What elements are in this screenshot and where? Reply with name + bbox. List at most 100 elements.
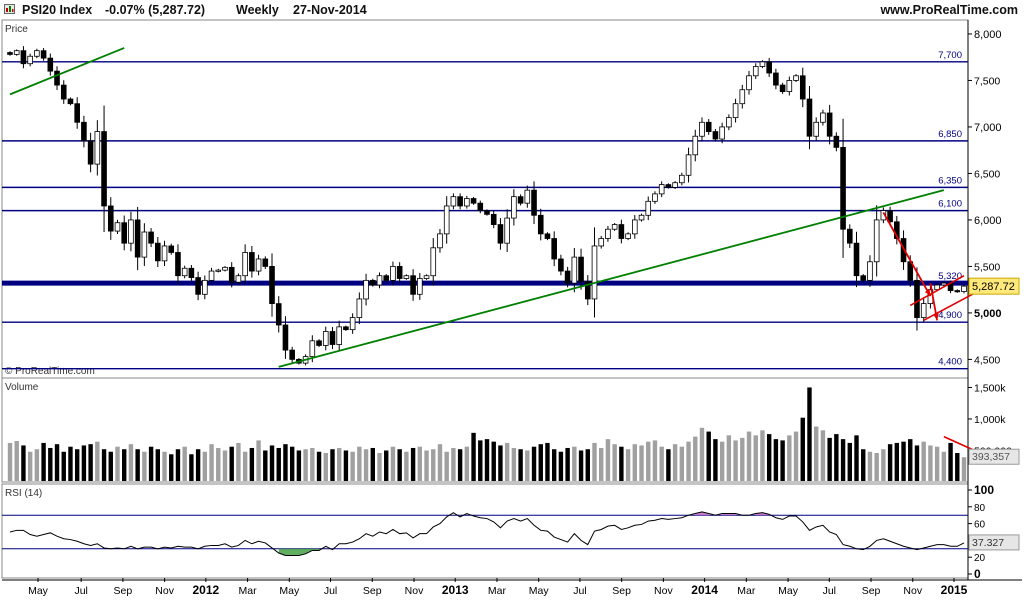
volume-bar: [249, 447, 255, 481]
candle: [699, 121, 705, 137]
candle: [34, 50, 40, 57]
x-tick-label: Nov: [903, 585, 922, 597]
volume-bar: [21, 445, 26, 481]
volume-bar: [666, 449, 671, 481]
volume-bar: [948, 442, 953, 481]
volume-bar: [753, 435, 758, 481]
volume-bar: [464, 446, 470, 481]
volume-bar: [572, 446, 577, 481]
candle: [826, 112, 833, 137]
candle: [175, 252, 181, 277]
volume-bar: [316, 451, 322, 481]
volume-bar: [854, 435, 859, 481]
candle: [101, 131, 107, 207]
site-link[interactable]: www.ProRealTime.com: [880, 3, 1018, 17]
volume-bar: [921, 441, 926, 481]
volume-bar: [135, 449, 140, 481]
volume-bar: [330, 449, 335, 481]
volume-bar: [417, 446, 423, 481]
candle: [665, 184, 672, 188]
candle: [511, 196, 517, 219]
candle: [739, 89, 746, 105]
candle: [155, 242, 161, 262]
x-tick-label: May: [529, 585, 550, 597]
rsi-overbought-fill: [695, 511, 709, 516]
candle: [766, 61, 772, 74]
candle: [74, 103, 80, 123]
volume-bar: [202, 451, 208, 481]
x-tick-label: May: [279, 585, 300, 597]
candle: [322, 331, 329, 346]
volume-bar: [518, 449, 523, 481]
candle: [591, 245, 598, 300]
candle: [934, 284, 940, 291]
candle: [349, 317, 356, 331]
volume-bar: [357, 446, 362, 481]
x-tick-label: Jul: [823, 585, 836, 597]
rsi-y-tick-label: 0: [974, 567, 981, 581]
volume-bar: [457, 449, 463, 481]
last-price-label: 5,287.72: [972, 281, 1015, 293]
volume-bar: [652, 440, 658, 481]
volume-bar: [437, 444, 443, 481]
candle: [484, 210, 490, 215]
volume-bar: [269, 445, 275, 481]
volume-bar: [840, 439, 846, 481]
date-text: 27-Nov-2014: [293, 3, 367, 17]
volume-bar: [807, 387, 812, 481]
candle: [13, 50, 20, 55]
volume-bar: [142, 451, 147, 481]
volume-bar: [834, 434, 839, 481]
change-text: -0.07% (5,287.72): [105, 3, 206, 17]
volume-bar: [908, 439, 913, 481]
candle: [215, 269, 222, 272]
volume-bar: [451, 447, 456, 481]
candle: [222, 266, 228, 271]
volume-y-tick-label: 1,500k: [974, 382, 1006, 394]
volume-bar: [48, 447, 53, 481]
volume-bar: [370, 447, 375, 481]
candle: [632, 219, 638, 235]
copyright-text: © ProRealTime.com: [5, 366, 95, 377]
candle: [437, 233, 443, 249]
candle: [860, 275, 867, 281]
volume-bar: [713, 439, 718, 481]
volume-bar: [511, 447, 517, 481]
volume-bar: [424, 450, 429, 481]
volume-bar: [612, 444, 617, 481]
candle: [853, 242, 860, 277]
candle: [537, 214, 544, 235]
volume-bar: [672, 444, 678, 481]
x-tick-label: Sep: [363, 585, 382, 597]
candle: [107, 205, 114, 232]
x-tick-label: Jul: [573, 585, 586, 597]
volume-bar: [619, 446, 624, 481]
candle: [195, 277, 201, 295]
candle: [363, 279, 369, 300]
price-y-tick-label: 5,000: [974, 308, 1002, 320]
candle: [81, 121, 87, 142]
candle: [611, 224, 618, 230]
candle: [786, 80, 793, 93]
candle: [383, 275, 390, 281]
volume-bar: [646, 441, 651, 481]
x-tick-label: Nov: [654, 585, 673, 597]
candle: [578, 256, 584, 282]
volume-bar: [545, 442, 550, 481]
volume-bar: [283, 444, 288, 481]
chart-type-icon[interactable]: [4, 4, 15, 14]
candle: [820, 112, 826, 123]
candle: [27, 55, 33, 65]
volume-bar: [861, 449, 866, 481]
candle: [679, 174, 685, 184]
volume-bar: [350, 451, 355, 481]
volume-bar: [538, 444, 543, 481]
volume-bar: [61, 451, 66, 481]
candle: [752, 66, 759, 77]
volume-bar: [934, 446, 940, 481]
volume-bar: [384, 450, 389, 481]
volume-bar: [169, 454, 174, 481]
volume-bar: [444, 451, 449, 481]
candle: [356, 298, 363, 318]
wedge-line: [909, 275, 965, 307]
